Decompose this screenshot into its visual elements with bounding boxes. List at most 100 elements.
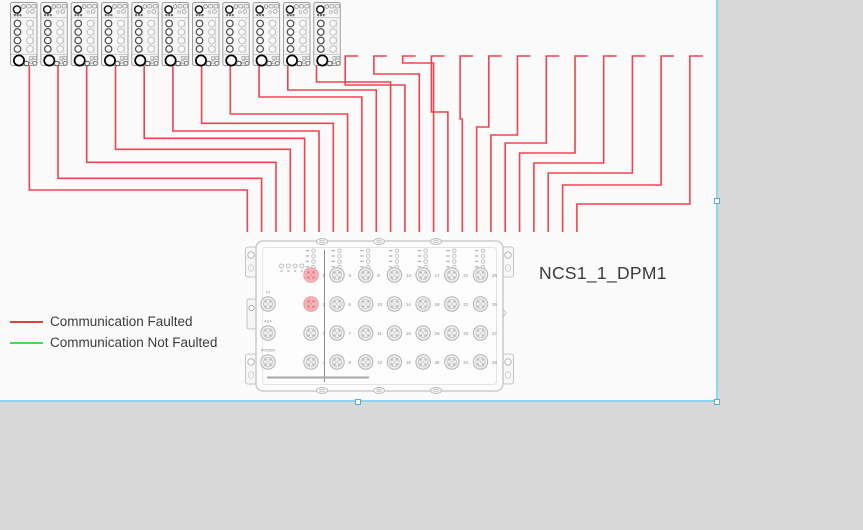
connection-line-stub[interactable] xyxy=(344,55,406,232)
port-number: POWER xyxy=(261,349,276,353)
device-port[interactable] xyxy=(415,354,431,370)
connection-line-stub[interactable] xyxy=(547,55,646,232)
connection-line[interactable] xyxy=(258,58,363,232)
connection-line-stub[interactable] xyxy=(533,55,617,232)
device-port[interactable] xyxy=(358,296,374,312)
connection-line[interactable] xyxy=(28,58,249,232)
connection-line-stub[interactable] xyxy=(373,55,421,232)
port-number: 18 xyxy=(435,302,440,307)
connection-line-stub[interactable] xyxy=(518,55,588,232)
device-label[interactable]: NCS1_1_DPM1 xyxy=(539,263,667,283)
device-port[interactable] xyxy=(386,325,403,341)
connection-line[interactable] xyxy=(200,58,335,232)
port-number: 7 xyxy=(349,331,352,336)
port-number: X1 xyxy=(266,291,271,295)
port-number: 8 xyxy=(349,360,352,365)
device-port[interactable] xyxy=(386,267,403,283)
remote-module[interactable] xyxy=(131,2,159,67)
legend-line-green xyxy=(10,341,43,344)
connection-line[interactable] xyxy=(287,58,378,232)
connection-line-stub[interactable] xyxy=(475,55,502,232)
legend-label: Communication Faulted xyxy=(50,314,193,329)
device-port[interactable] xyxy=(260,325,276,341)
port-number: 13 xyxy=(406,273,411,278)
remote-module[interactable] xyxy=(252,2,281,67)
remote-module[interactable] xyxy=(161,2,190,67)
port-number: AUX xyxy=(264,320,272,324)
port-number: 10 xyxy=(377,302,382,307)
device-port[interactable] xyxy=(260,296,276,312)
connection-line-stub[interactable] xyxy=(561,55,675,232)
connection-line-stub[interactable] xyxy=(504,55,560,232)
connection-line-stub[interactable] xyxy=(401,55,435,232)
connection-line[interactable] xyxy=(315,58,392,232)
device-port[interactable] xyxy=(358,267,374,283)
port-number: 9 xyxy=(377,273,380,278)
selection-handle-corner[interactable] xyxy=(714,399,720,405)
selection-handle-bottom[interactable] xyxy=(355,399,361,405)
device-port[interactable] xyxy=(472,267,489,283)
connection-line[interactable] xyxy=(229,58,349,232)
device-port-faulted[interactable] xyxy=(303,296,319,312)
device-port[interactable] xyxy=(358,325,374,341)
device-port[interactable] xyxy=(444,267,460,283)
remote-module[interactable] xyxy=(313,2,341,67)
device-port[interactable] xyxy=(260,354,276,370)
device-port[interactable] xyxy=(303,325,319,341)
connection-line[interactable] xyxy=(172,58,320,232)
port-number: 24 xyxy=(463,360,468,365)
remote-module[interactable] xyxy=(222,2,250,67)
device-port[interactable] xyxy=(329,354,345,370)
selection-handle-right[interactable] xyxy=(714,198,720,204)
connection-line[interactable] xyxy=(143,58,306,232)
device-port[interactable] xyxy=(472,354,489,370)
dpm-device[interactable]: X1AUXPOWER123456789101112131415161718192… xyxy=(245,238,514,394)
port-number: 23 xyxy=(463,331,468,336)
device-port[interactable] xyxy=(415,325,431,341)
remote-module[interactable] xyxy=(40,2,68,67)
device-port[interactable] xyxy=(386,296,403,312)
device-port[interactable] xyxy=(386,354,403,370)
connection-line[interactable] xyxy=(85,58,277,232)
device-port[interactable] xyxy=(358,354,374,370)
connection-line[interactable] xyxy=(57,58,263,232)
port-number: 11 xyxy=(377,331,382,336)
connection-line-stub[interactable] xyxy=(576,55,703,232)
port-number: 28 xyxy=(492,360,497,365)
device-port[interactable] xyxy=(415,296,431,312)
connection-line-stub[interactable] xyxy=(490,55,531,232)
port-number: 26 xyxy=(492,302,497,307)
port-number: 20 xyxy=(435,360,440,365)
connection-line[interactable] xyxy=(114,58,292,232)
connection-lines xyxy=(28,55,703,232)
device-port[interactable] xyxy=(329,325,345,341)
remote-module[interactable] xyxy=(192,2,220,67)
device-port[interactable] xyxy=(329,267,345,283)
device-port[interactable] xyxy=(303,354,319,370)
remote-module[interactable] xyxy=(10,2,38,67)
legend: Communication Faulted Communication Not … xyxy=(10,311,217,353)
remote-module[interactable] xyxy=(283,2,311,67)
port-number: 14 xyxy=(406,302,411,307)
remote-module[interactable] xyxy=(70,2,99,67)
port-number: 2 xyxy=(323,302,326,307)
port-number: 6 xyxy=(349,302,352,307)
device-port[interactable] xyxy=(444,325,460,341)
remote-module[interactable] xyxy=(101,2,129,67)
port-number: 1 xyxy=(323,273,326,278)
port-number: 21 xyxy=(463,273,468,278)
device-port[interactable] xyxy=(329,296,345,312)
port-number: 25 xyxy=(492,273,497,278)
device-port[interactable] xyxy=(444,296,460,312)
diagram-canvas[interactable]: X1 AUX POWER 1 2 3 4 5 6 7 8 9 10 11 12 13 14 15 16 17 18 19 2… xyxy=(0,0,718,402)
device-port-faulted[interactable] xyxy=(303,267,319,283)
legend-item-not-faulted: Communication Not Faulted xyxy=(10,332,217,353)
connection-line-stub[interactable] xyxy=(459,55,474,232)
connection-line-stub[interactable] xyxy=(430,55,449,232)
device-port[interactable] xyxy=(472,296,489,312)
device-port[interactable] xyxy=(472,325,489,341)
device-port[interactable] xyxy=(415,267,431,283)
port-number: 4 xyxy=(323,360,326,365)
device-port[interactable] xyxy=(444,354,460,370)
